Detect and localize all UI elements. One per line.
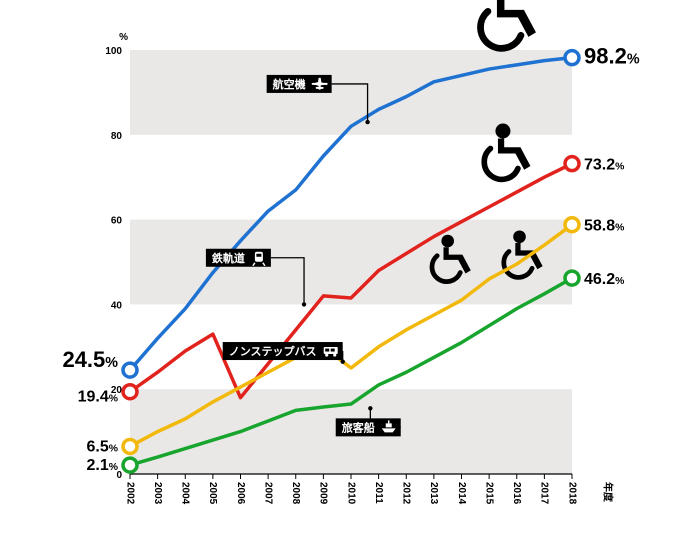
label-leader-dot <box>341 359 345 363</box>
y-tick-label: 60 <box>111 216 123 227</box>
series-marker <box>565 218 579 232</box>
end-value-rail: 73.2% <box>584 157 624 174</box>
x-tick-label: 2009 <box>318 482 329 505</box>
x-axis-label: 年度 <box>602 482 615 503</box>
series-label-rail: 鉄軌道 <box>212 251 245 265</box>
series-marker <box>123 439 137 453</box>
x-tick-label: 2018 <box>566 482 577 505</box>
y-tick-label: 40 <box>111 300 123 311</box>
series-marker <box>123 363 137 377</box>
x-tick-label: 2002 <box>124 482 135 505</box>
x-tick-label: 2004 <box>180 482 191 505</box>
series-label-air: 航空機 <box>273 77 306 91</box>
start-value-ship: 2.1% <box>87 457 119 474</box>
x-tick-label: 2011 <box>373 482 384 504</box>
y-tick-label: 100 <box>105 46 122 57</box>
x-tick-label: 2006 <box>235 482 246 505</box>
series-marker <box>565 51 579 65</box>
y-unit-label: % <box>119 32 128 43</box>
x-tick-label: 2010 <box>345 482 356 505</box>
series-label-bus: ノンステップバス <box>229 344 317 358</box>
start-value-air: 24.5% <box>62 347 118 372</box>
grid-band <box>130 50 572 135</box>
x-tick-label: 2005 <box>207 482 218 505</box>
series-marker <box>565 271 579 285</box>
label-leader-dot <box>365 120 369 124</box>
wheelchair-icon <box>481 0 536 48</box>
x-tick-label: 2016 <box>511 482 522 505</box>
x-tick-label: 2012 <box>401 482 412 505</box>
label-leader-dot <box>302 302 306 306</box>
end-value-ship: 46.2% <box>584 271 624 288</box>
x-tick-label: 2014 <box>456 482 467 505</box>
x-tick-label: 2015 <box>483 482 494 505</box>
label-leader-dot <box>368 406 372 410</box>
line-chart: 020406080100%200220032004200520062007200… <box>0 0 682 539</box>
end-value-air: 98.2% <box>584 44 640 69</box>
series-marker <box>565 157 579 171</box>
x-tick-label: 2013 <box>428 482 439 505</box>
start-value-bus: 6.5% <box>87 438 119 455</box>
end-value-bus: 58.8% <box>584 218 624 235</box>
series-marker <box>123 458 137 472</box>
x-tick-label: 2003 <box>152 482 163 505</box>
y-tick-label: 80 <box>111 131 123 142</box>
x-tick-label: 2007 <box>262 482 273 505</box>
series-label-ship: 旅客船 <box>342 420 375 434</box>
x-tick-label: 2017 <box>539 482 550 505</box>
x-tick-label: 2008 <box>290 482 301 505</box>
series-marker <box>123 385 137 399</box>
